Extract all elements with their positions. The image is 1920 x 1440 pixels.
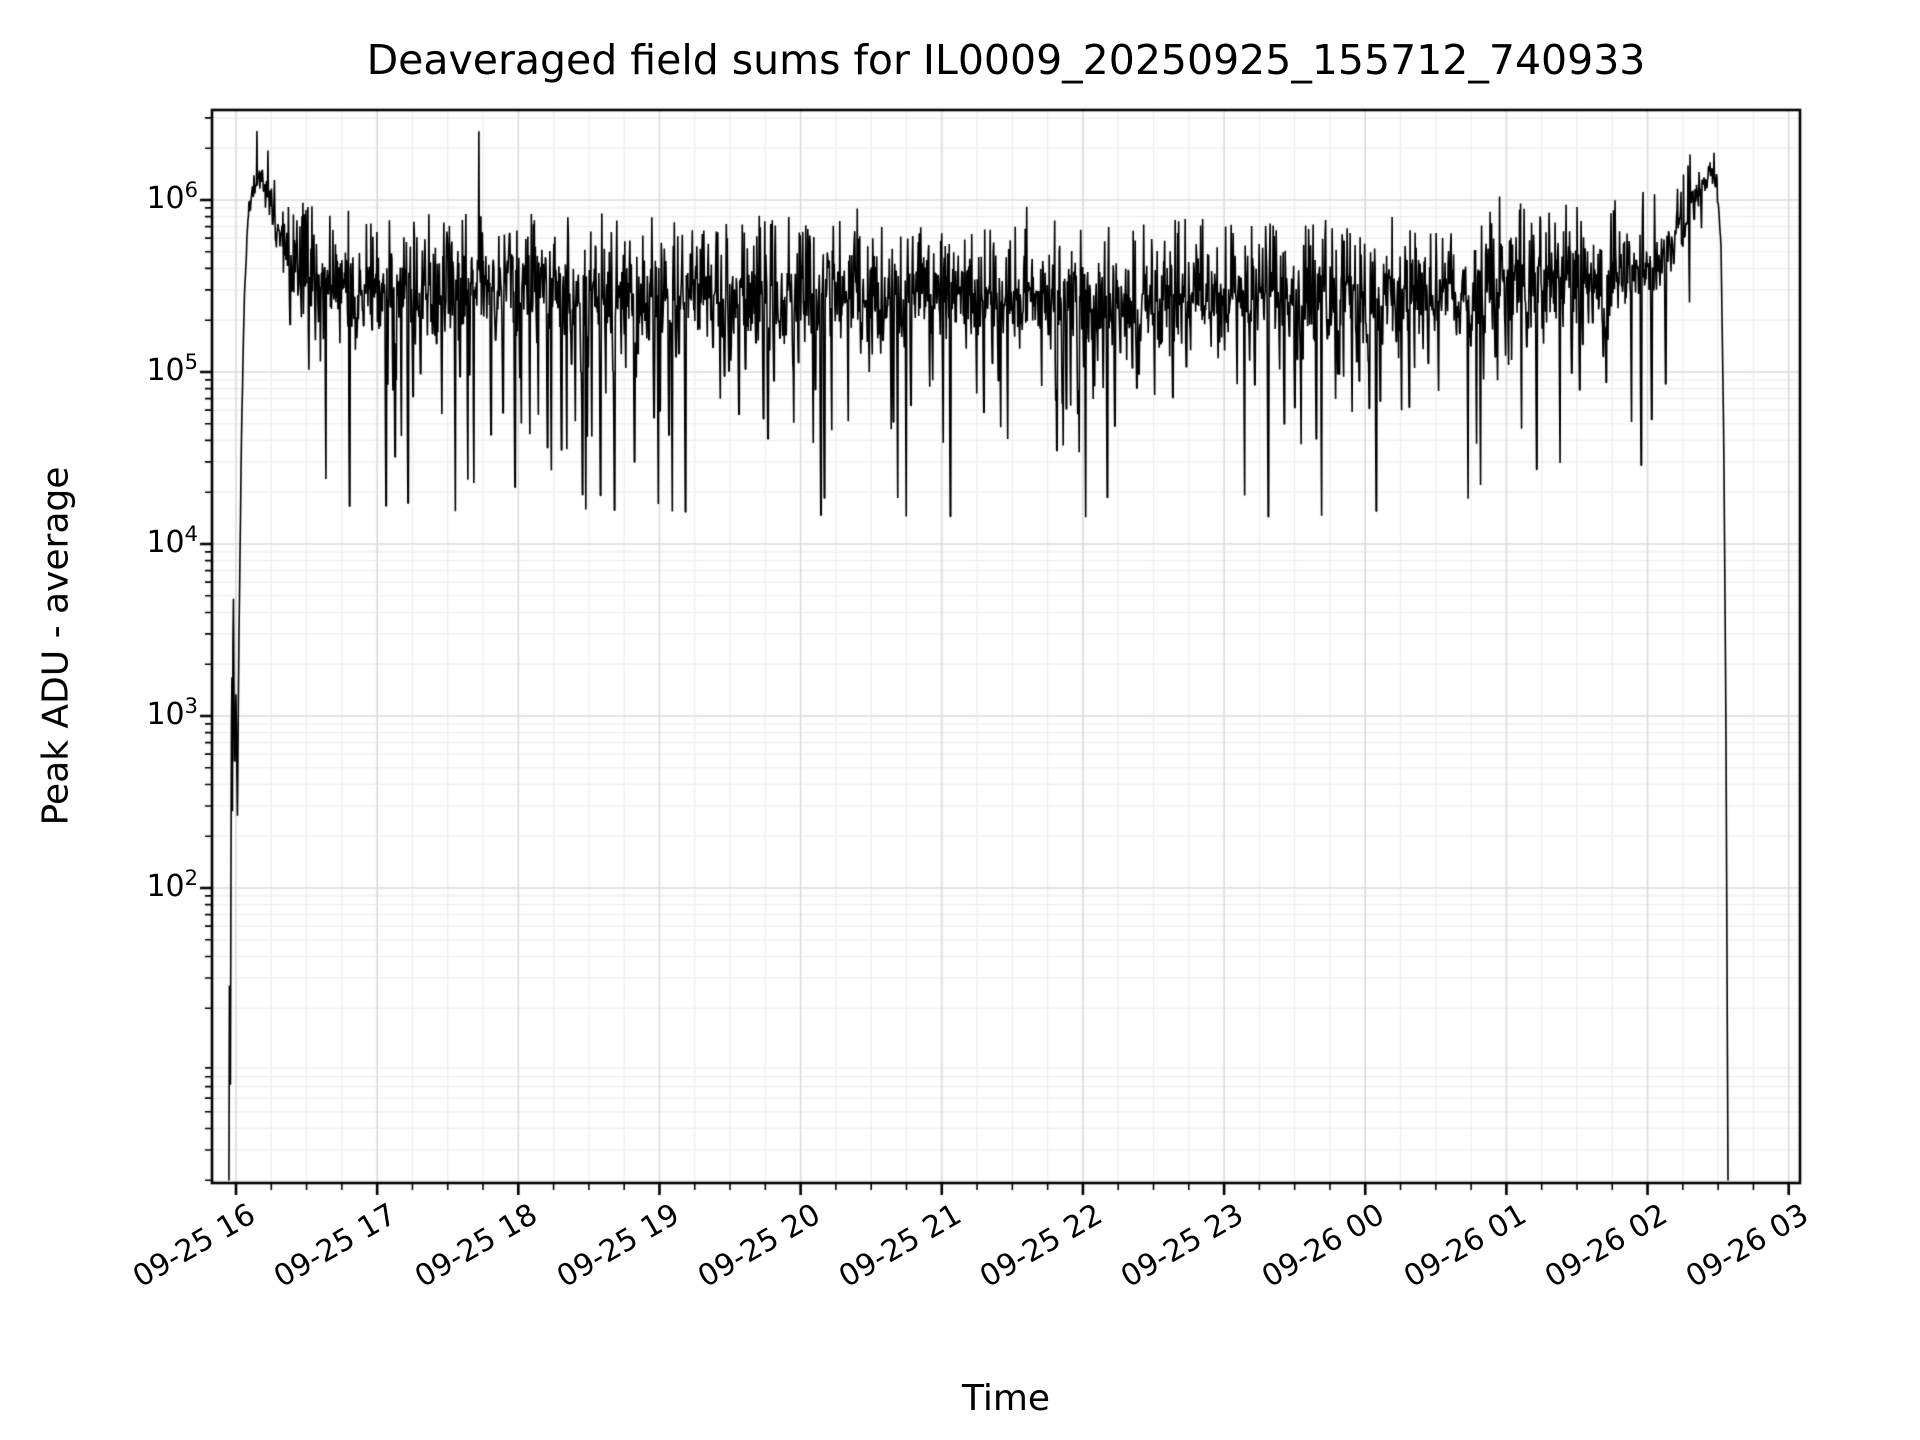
y-tick-label: 104 [146,521,198,560]
y-axis-label: Peak ADU - average [35,466,77,826]
y-tick-label: 105 [146,349,198,388]
y-tick-label: 106 [146,177,198,216]
plot-title: Deaveraged field sums for IL0009_2025092… [366,36,1646,84]
y-tick-label: 103 [146,693,198,732]
y-tick-label: 102 [146,866,198,904]
x-axis-label: Time [961,1378,1051,1419]
